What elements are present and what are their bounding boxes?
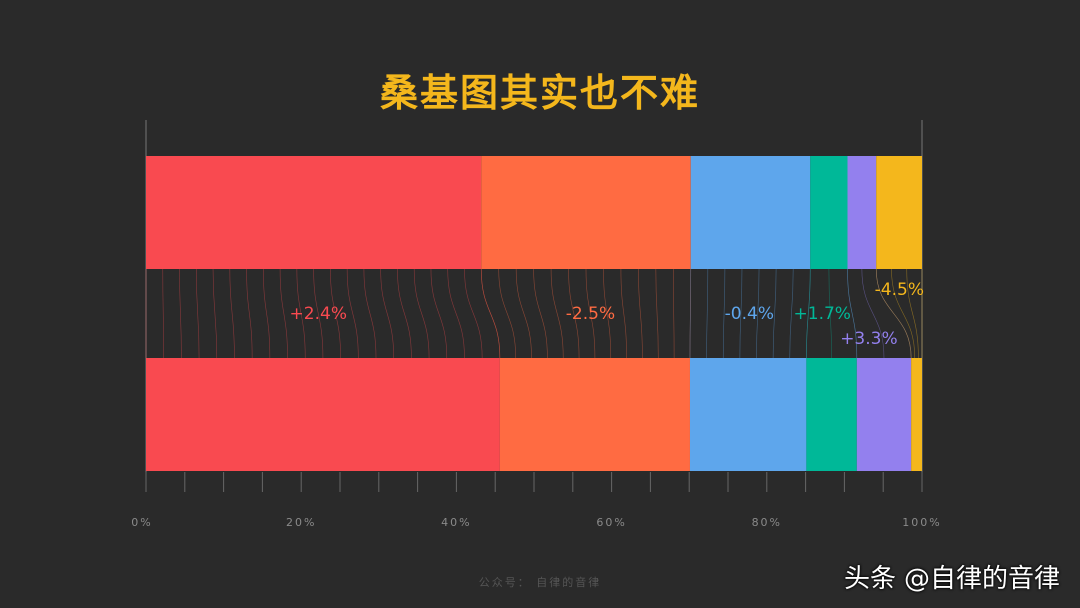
flow-line [380, 268, 394, 359]
x-tick-label: 60% [596, 516, 626, 529]
x-tick-label: 100% [902, 516, 941, 529]
flow-line [397, 268, 412, 359]
bottom-bar-segment [689, 358, 807, 471]
top-bar-segment [146, 156, 482, 269]
change-label: +1.7% [794, 304, 851, 324]
flow-line [689, 268, 692, 359]
bottom-bar-segment [911, 358, 922, 471]
x-tick-label: 0% [131, 516, 152, 529]
footer-text: 公众号： 自律的音律 [478, 576, 602, 589]
flow-line [550, 268, 564, 359]
bottom-bar-segment [806, 358, 857, 471]
flow-line [229, 268, 235, 359]
flow-line [430, 268, 448, 359]
chart-title: 桑基图其实也不难 [379, 71, 700, 115]
flow-line [672, 268, 675, 359]
flow-line [847, 268, 858, 359]
flow-line [722, 268, 726, 359]
flow-line [279, 268, 288, 359]
flow-line [620, 268, 627, 359]
change-label: -4.5% [875, 280, 924, 300]
change-label: +2.4% [290, 304, 347, 324]
x-tick-label: 40% [441, 516, 471, 529]
change-label: +3.3% [840, 329, 897, 349]
flow-line [806, 268, 811, 359]
bottom-bar-segment [499, 358, 690, 471]
flow-line [585, 268, 596, 359]
flow-line [480, 268, 501, 359]
top-bar-segment [810, 156, 848, 269]
flow-line [263, 268, 271, 359]
bottom-bar-segment [856, 358, 912, 471]
bottom-bar-segment [146, 358, 500, 471]
flow-line [756, 268, 760, 359]
x-tick-label: 80% [752, 516, 782, 529]
flow-line [891, 268, 916, 359]
top-bar-segment [876, 156, 922, 269]
flow-line [706, 268, 709, 359]
flow-line [689, 268, 692, 359]
flow-line [806, 268, 811, 359]
top-bar-segment [690, 156, 811, 269]
flow-line [655, 268, 659, 359]
flow-line [603, 268, 612, 359]
top-bar-segment [847, 156, 877, 269]
flow-line [515, 268, 532, 359]
flow-line [447, 268, 465, 359]
change-label: -2.5% [566, 304, 615, 324]
flow-line [906, 268, 919, 359]
flow-line [861, 268, 885, 359]
flow-line [212, 268, 218, 359]
flow-line [330, 268, 341, 359]
x-tick-label: 20% [286, 516, 316, 529]
flow-line [313, 268, 324, 359]
flow-line [413, 268, 430, 359]
flow-line [638, 268, 643, 359]
top-bar-segment [481, 156, 691, 269]
flow-line [772, 268, 777, 359]
flow-line [296, 268, 306, 359]
watermark-account: @自律的音律 [903, 564, 1060, 594]
flow-line [533, 268, 548, 359]
flow-line [875, 268, 912, 359]
change-label: -0.4% [725, 304, 774, 324]
flow-line [498, 268, 516, 359]
flow-line [875, 268, 912, 359]
flow-line [568, 268, 580, 359]
flow-line [847, 268, 858, 359]
watermark: 头条 @自律的音律 [844, 558, 1060, 595]
flow-line [195, 268, 200, 359]
flow-line [246, 268, 253, 359]
flow-line [346, 268, 359, 359]
flow-line [789, 268, 794, 359]
flow-line [464, 268, 483, 359]
watermark-logo-text: 头条 [843, 564, 896, 594]
flow-line [480, 268, 501, 359]
flow-line [179, 268, 182, 359]
flow-line [162, 268, 164, 359]
flow-line [828, 268, 832, 359]
flow-line [739, 268, 743, 359]
flow-line [363, 268, 377, 359]
